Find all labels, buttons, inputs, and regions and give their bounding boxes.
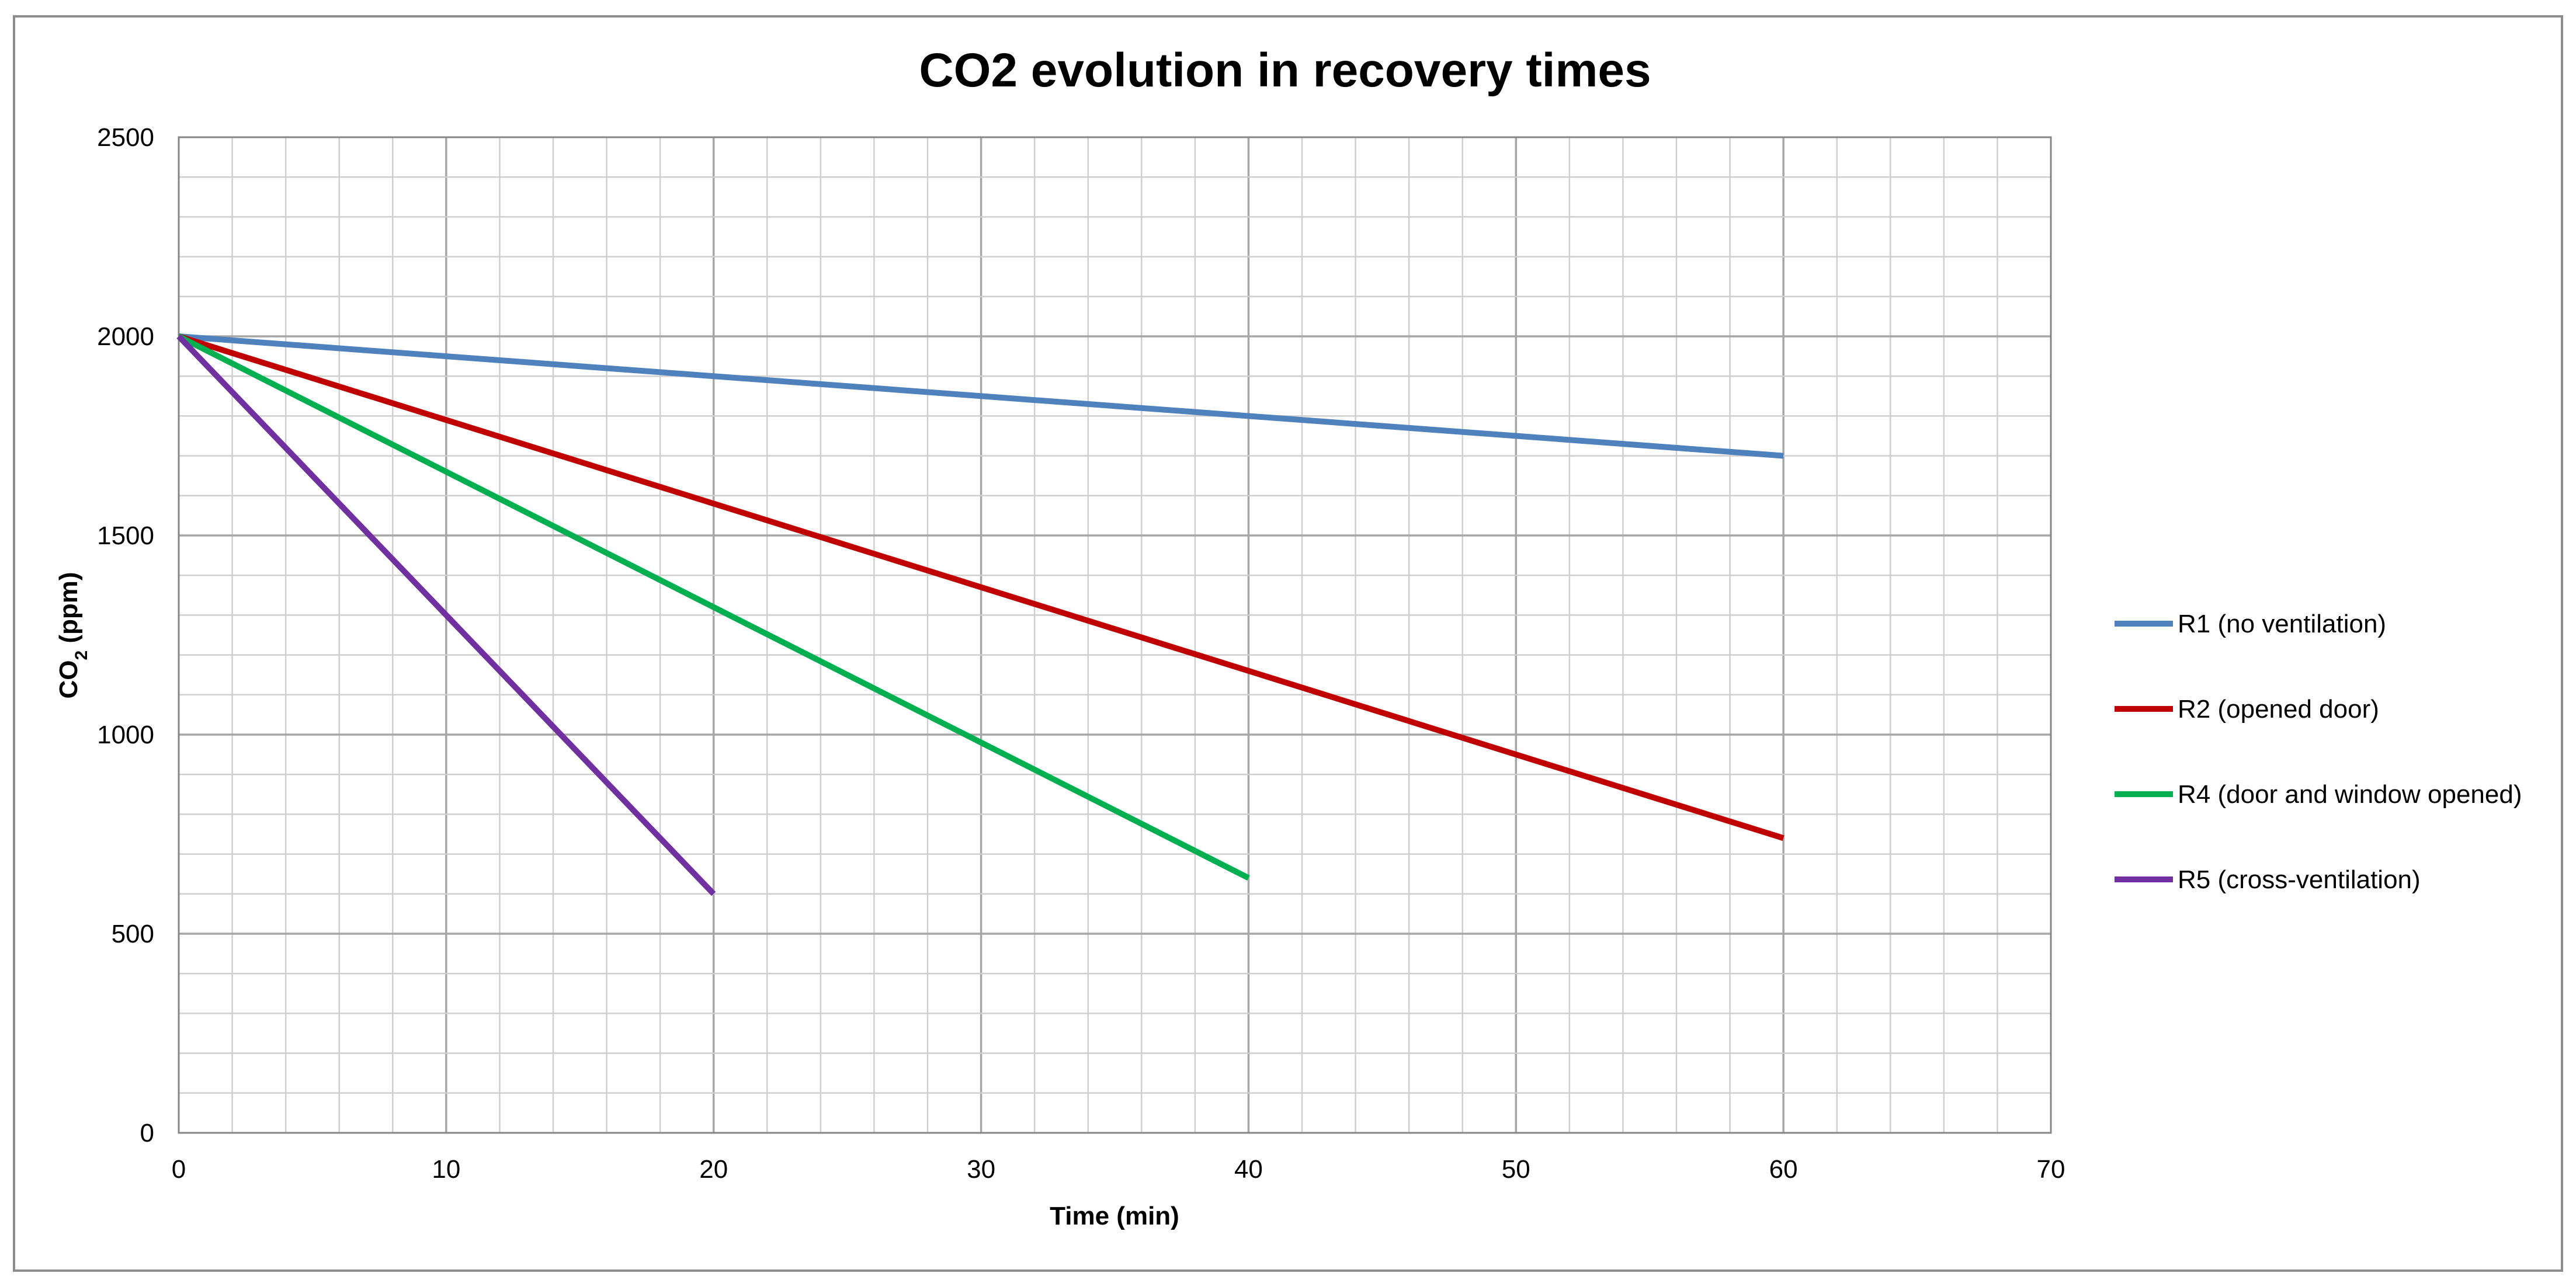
x-tick-label: 0 [172, 1155, 186, 1184]
y-tick-label: 1000 [97, 721, 154, 749]
series-line-1 [178, 333, 1784, 459]
y-tick-label: 2500 [97, 123, 154, 152]
plot-area [178, 136, 2052, 1134]
series-line-3 [177, 333, 1250, 881]
y-tick-label: 1500 [97, 521, 154, 550]
series-line-2 [178, 333, 1785, 841]
x-tick-label: 70 [2037, 1155, 2065, 1184]
legend-label: R4 (door and window opened) [2178, 780, 2522, 809]
y-axis-title-base: CO [54, 660, 83, 699]
x-tick-label: 40 [1234, 1155, 1263, 1184]
legend-label: R5 (cross-ventilation) [2178, 865, 2421, 894]
y-axis-title-subscript: 2 [72, 651, 91, 660]
grid [179, 137, 2051, 1133]
x-tick-label: 30 [967, 1155, 995, 1184]
x-tick-label: 50 [1502, 1155, 1530, 1184]
y-tick-label: 2000 [97, 322, 154, 351]
y-axis-title-unit: (ppm) [54, 572, 83, 650]
y-tick-label: 0 [140, 1119, 154, 1147]
x-axis-ticks: 0 10 20 30 40 50 60 70 [172, 1155, 2065, 1184]
series-group [176, 333, 1785, 896]
chart-title: CO2 evolution in recovery times [919, 44, 1651, 97]
series-line-4 [176, 334, 716, 896]
chart-frame [13, 15, 2563, 1272]
x-tick-label: 60 [1769, 1155, 1798, 1184]
y-tick-label: 500 [112, 920, 154, 948]
y-axis-title: CO2 (ppm) [54, 572, 91, 698]
x-tick-label: 10 [432, 1155, 460, 1184]
x-tick-label: 20 [699, 1155, 728, 1184]
legend: R1 (no ventilation) R2 (opened door) R4 (d… [2115, 610, 2522, 894]
x-axis-title: Time (min) [1050, 1202, 1179, 1230]
legend-label: R2 (opened door) [2178, 695, 2379, 723]
legend-label: R1 (no ventilation) [2178, 610, 2386, 638]
y-axis-ticks: 0 500 1000 1500 2000 2500 [97, 123, 154, 1147]
